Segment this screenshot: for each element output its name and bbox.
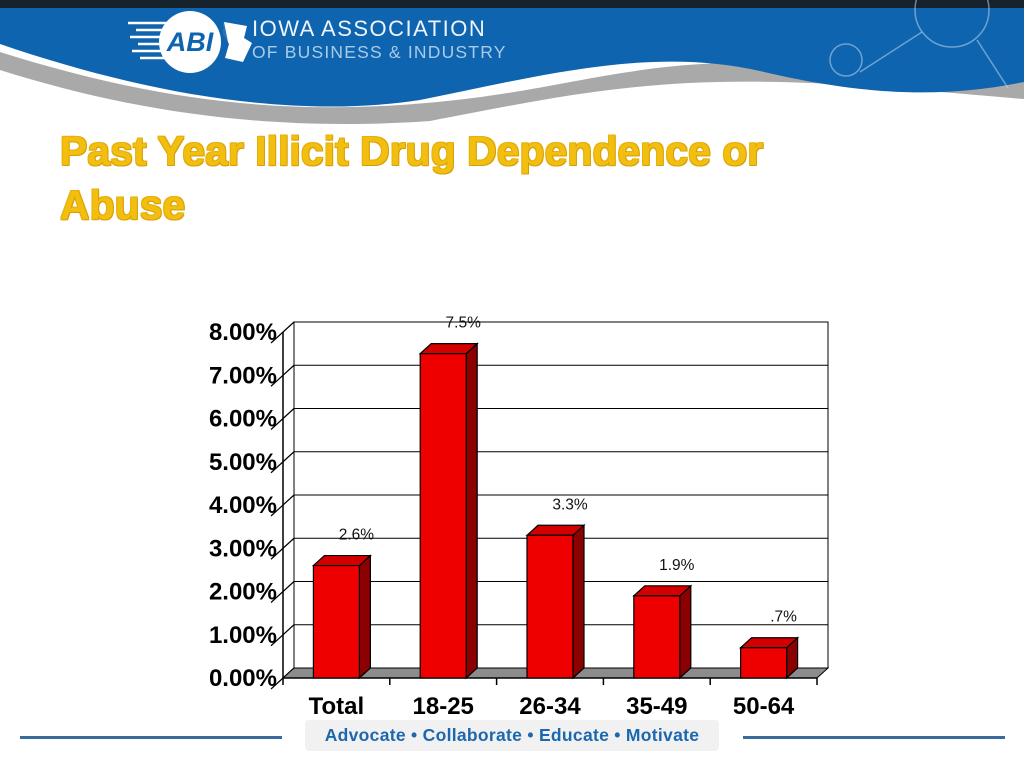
bar-data-label: 2.6% — [339, 527, 375, 544]
x-axis-category-label: 26-34 — [519, 693, 581, 720]
y-axis-label: 0.00% — [209, 665, 277, 692]
bar-side-face — [465, 342, 478, 680]
x-axis-category-label: 18-25 — [413, 693, 474, 720]
y-axis-label: 1.00% — [209, 622, 277, 649]
bar-front-face — [739, 647, 788, 679]
y-axis-label: 6.00% — [209, 406, 277, 433]
top-strip — [0, 0, 1024, 8]
footer: Advocate • Collaborate • Educate • Motiv… — [0, 720, 1024, 756]
bar-side-face — [572, 523, 585, 680]
footer-tagline: Advocate • Collaborate • Educate • Motiv… — [304, 720, 720, 751]
y-axis-label: 4.00% — [209, 492, 277, 519]
bar-top-face — [739, 637, 800, 649]
org-name-line2: OF BUSINESS & INDUSTRY — [252, 42, 507, 63]
y-axis-label: 8.00% — [209, 319, 277, 346]
decor-circles — [829, 0, 1009, 89]
bar-data-label: .7% — [770, 609, 797, 626]
bar-top-face — [525, 524, 586, 536]
logo-circle — [159, 11, 221, 73]
bar-front-face — [419, 353, 467, 679]
y-axis-label: 3.00% — [209, 535, 277, 562]
x-axis-category-label: Total — [309, 693, 365, 720]
y-axis-label: 5.00% — [209, 449, 277, 476]
org-name-line1: IOWA ASSOCIATION — [252, 16, 487, 41]
bar-top-face — [632, 585, 693, 597]
bar-front-face — [633, 595, 681, 679]
y-axis-label: 2.00% — [209, 579, 277, 606]
x-axis-category-label: 35-49 — [626, 693, 687, 720]
header-wave-graphic: ABI — [0, 0, 1024, 125]
logo-abbr-text: ABI — [166, 27, 214, 57]
page-title: Past Year Illicit Drug Dependence or Abu… — [60, 128, 764, 228]
bar-side-face — [679, 584, 692, 680]
bar-side-face — [358, 554, 371, 680]
bar-top-face — [311, 554, 372, 567]
bar-top-face — [418, 343, 479, 355]
bar-front-face — [526, 534, 574, 679]
blue-wave — [0, 8, 1024, 107]
abi-logo: ABI — [128, 11, 252, 73]
footer-rule-left — [20, 736, 282, 739]
bar-data-label: 7.5% — [446, 315, 482, 332]
bar-data-label: 1.9% — [659, 557, 695, 574]
logo-state-shape — [223, 22, 252, 62]
org-name: IOWA ASSOCIATION OF BUSINESS & INDUSTRY — [252, 16, 507, 63]
bar-data-label: 3.3% — [552, 496, 588, 513]
bar-front-face — [312, 564, 360, 679]
header-banner: ABI IOWA ASSOCIATION OF BUSINESS & INDUS… — [0, 0, 1024, 150]
footer-rule-right — [743, 736, 1005, 739]
y-axis-label: 7.00% — [209, 362, 277, 389]
x-axis-category-label: 50-64 — [733, 693, 795, 720]
bar-chart: 2.6% 7.5% 3.3% 1.9% .7% 8.00% 7.00% 6.00% 5.00% 4… — [209, 315, 830, 720]
